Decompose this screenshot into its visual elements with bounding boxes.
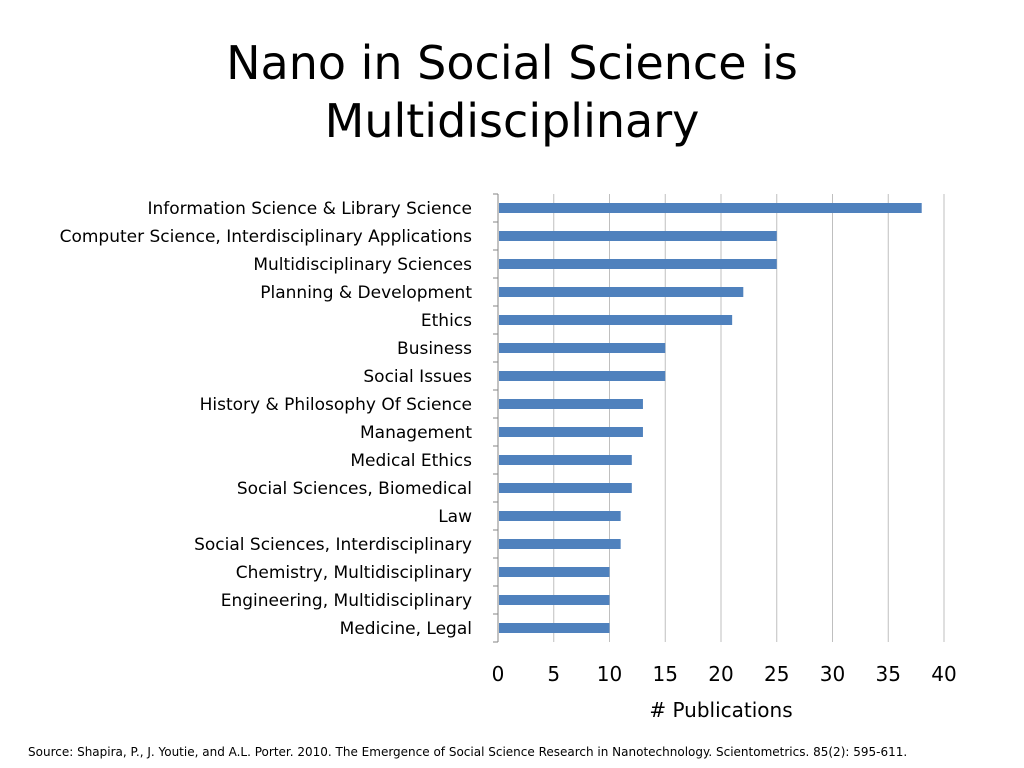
x-tick-label-0: 0 [492, 662, 505, 686]
bar-3 [499, 287, 744, 297]
category-label-6: Social Issues [363, 367, 472, 387]
bar-9 [499, 455, 632, 465]
category-label-5: Business [397, 339, 472, 359]
category-label-3: Planning & Development [260, 283, 472, 303]
x-tick-label-30: 30 [820, 662, 845, 686]
bar-7 [499, 399, 643, 409]
category-label-4: Ethics [421, 311, 472, 331]
category-label-13: Chemistry, Multidisciplinary [236, 563, 472, 583]
category-label-9: Medical Ethics [350, 451, 472, 471]
category-label-15: Medicine, Legal [340, 619, 472, 639]
category-label-10: Social Sciences, Biomedical [237, 479, 472, 499]
x-tick-label-20: 20 [708, 662, 733, 686]
category-label-2: Multidisciplinary Sciences [253, 255, 472, 275]
bar-12 [499, 539, 621, 549]
x-tick-label-5: 5 [547, 662, 560, 686]
category-label-8: Management [360, 423, 472, 443]
slide-title-line-2: Multidisciplinary [324, 94, 700, 148]
source-citation: Source: Shapira, P., J. Youtie, and A.L.… [28, 745, 908, 759]
bar-5 [499, 343, 666, 353]
category-label-1: Computer Science, Interdisciplinary Appl… [60, 227, 473, 247]
bar-13 [499, 567, 610, 577]
slide-title: Nano in Social Science is Multidisciplin… [0, 34, 1024, 150]
x-tick-label-10: 10 [597, 662, 622, 686]
bar-10 [499, 483, 632, 493]
x-tick-label-15: 15 [653, 662, 678, 686]
category-label-11: Law [438, 507, 472, 527]
slide-title-line-1: Nano in Social Science is [226, 36, 798, 90]
bar-14 [499, 595, 610, 605]
bar-0 [499, 203, 922, 213]
x-tick-label-35: 35 [876, 662, 901, 686]
bar-8 [499, 427, 643, 437]
bar-4 [499, 315, 733, 325]
bar-6 [499, 371, 666, 381]
bar-2 [499, 259, 777, 269]
x-tick-label-25: 25 [764, 662, 789, 686]
category-label-12: Social Sciences, Interdisciplinary [194, 535, 472, 555]
horizontal-bar-chart: Information Science & Library Science Com… [60, 193, 957, 722]
bar-15 [499, 623, 610, 633]
category-label-7: History & Philosophy Of Science [200, 395, 472, 415]
category-label-14: Engineering, Multidisciplinary [221, 591, 472, 611]
x-tick-label-40: 40 [931, 662, 956, 686]
x-axis-title: # Publications [649, 698, 792, 722]
category-label-0: Information Science & Library Science [147, 199, 472, 219]
bar-11 [499, 511, 621, 521]
bar-1 [499, 231, 777, 241]
